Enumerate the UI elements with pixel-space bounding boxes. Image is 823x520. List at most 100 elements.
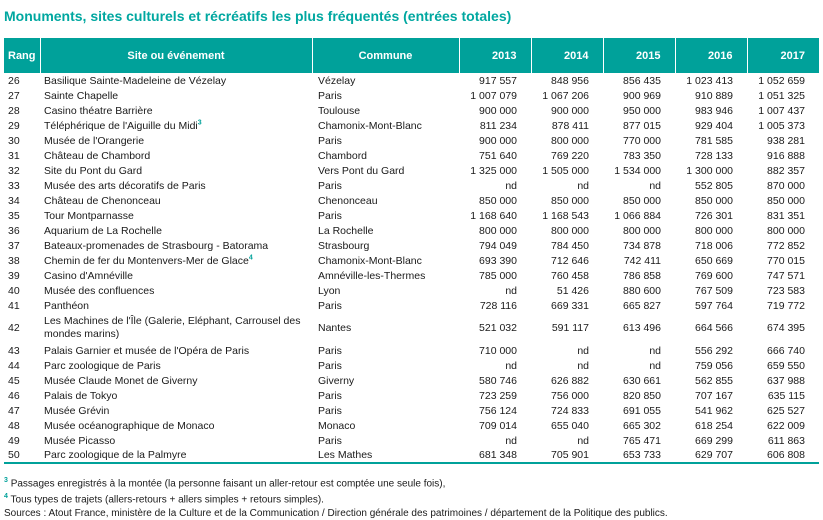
value-cell-2013: 1 168 640 bbox=[470, 209, 517, 222]
site-cell: Musée Picasso bbox=[40, 433, 312, 448]
value-cell-2013: 1 325 000 bbox=[470, 164, 517, 177]
table-row: 50 Parc zoologique de la Palmyre Les Mathe… bbox=[4, 448, 819, 464]
site-name: Casino théatre Barrière bbox=[44, 104, 153, 117]
site-name: Chemin de fer du Montenvers-Mer de Glace bbox=[44, 254, 249, 267]
header-row: Rang Site ou événement Commune 2013 2014… bbox=[4, 38, 819, 73]
commune-cell: Paris bbox=[318, 434, 342, 447]
site-name: Les Machines de l'Île (Galerie, Eléphant… bbox=[44, 315, 301, 340]
site-cell: Musée Claude Monet de Giverny bbox=[40, 373, 312, 388]
commune-cell: Chamonix-Mont-Blanc bbox=[318, 254, 422, 267]
footnotes: 3 Passages enregistrés à la montée (la p… bbox=[4, 474, 668, 520]
rank-cell: 49 bbox=[8, 434, 20, 447]
value-cell-2013: 709 014 bbox=[479, 419, 517, 432]
table-row: 27 Sainte Chapelle Paris 1 007 079 1 067 206… bbox=[4, 88, 819, 103]
site-cell: Casino d'Amnéville bbox=[40, 268, 312, 283]
value-cell-2016: 618 254 bbox=[695, 419, 733, 432]
value-cell-2017: 659 550 bbox=[767, 359, 805, 372]
table-row: 49 Musée Picasso Paris nd nd 765 471 669 299 61… bbox=[4, 433, 819, 448]
rank-cell: 43 bbox=[8, 344, 20, 357]
value-cell-2015: 665 302 bbox=[623, 419, 661, 432]
site-name: Musée océanographique de Monaco bbox=[44, 419, 215, 432]
site-cell: Tour Montparnasse bbox=[40, 208, 312, 223]
value-cell-2014: 705 901 bbox=[531, 448, 603, 464]
rank-cell: 36 bbox=[8, 224, 20, 237]
commune-cell: Strasbourg bbox=[318, 239, 370, 252]
site-cell: Chemin de fer du Montenvers-Mer de Glace… bbox=[40, 253, 312, 268]
site-name: Casino d'Amnéville bbox=[44, 269, 133, 282]
table-row: 33 Musée des arts décoratifs de Paris Pari… bbox=[4, 178, 819, 193]
value-cell-2015: 783 350 bbox=[623, 149, 661, 162]
rank-cell: 28 bbox=[8, 104, 20, 117]
sources-note: Sources : Atout France, ministère de la … bbox=[4, 507, 668, 519]
value-cell-2013: nd bbox=[505, 434, 517, 447]
rank-cell: 47 bbox=[8, 404, 20, 417]
site-cell: Casino théatre Barrière bbox=[40, 103, 312, 118]
value-cell-2014: 626 882 bbox=[551, 374, 589, 387]
value-cell-2017: 882 357 bbox=[767, 164, 805, 177]
site-cell: Parc zoologique de la Palmyre bbox=[40, 448, 312, 464]
site-name: Parc zoologique de la Palmyre bbox=[44, 449, 187, 461]
commune-cell: Chamonix-Mont-Blanc bbox=[318, 119, 422, 132]
value-cell-2016: 781 585 bbox=[695, 134, 733, 147]
rank-cell: 42 bbox=[8, 322, 20, 334]
footnote-mark: 4 bbox=[4, 493, 8, 501]
value-cell-2013: 681 348 bbox=[459, 448, 531, 464]
site-cell: Palais Garnier et musée de l'Opéra de Pa… bbox=[40, 343, 312, 358]
value-cell-2015: 820 850 bbox=[623, 389, 661, 402]
rank-cell: 27 bbox=[8, 89, 20, 102]
value-cell-2013: nd bbox=[505, 359, 517, 372]
rank-cell: 40 bbox=[8, 284, 20, 297]
rank-cell: 48 bbox=[8, 419, 20, 432]
value-cell-2015: 850 000 bbox=[623, 194, 661, 207]
value-cell-2017: 635 115 bbox=[767, 389, 805, 402]
table-row: 40 Musée des confluences Lyon nd 51 426 880 6… bbox=[4, 283, 819, 298]
site-name: Site du Pont du Gard bbox=[44, 164, 143, 177]
value-cell-2015: 877 015 bbox=[623, 119, 661, 132]
value-cell-2015: 734 878 bbox=[623, 239, 661, 252]
value-cell-2014: 756 000 bbox=[551, 389, 589, 402]
value-cell-2016: 669 299 bbox=[695, 434, 733, 447]
site-name: Musée Picasso bbox=[44, 434, 116, 447]
value-cell-2014: 900 000 bbox=[551, 104, 589, 117]
table-row: 41 Panthéon Paris 728 116 669 331 665 827 597 … bbox=[4, 298, 819, 313]
site-name: Basilique Sainte-Madeleine de Vézelay bbox=[44, 74, 227, 87]
site-cell: Château de Chambord bbox=[40, 148, 312, 163]
rank-cell: 34 bbox=[8, 194, 20, 207]
rank-cell: 50 bbox=[4, 448, 40, 464]
site-name: Musée Grévin bbox=[44, 404, 110, 417]
value-cell-2014: 51 426 bbox=[556, 284, 589, 297]
value-cell-2014: nd bbox=[577, 344, 589, 357]
table-row: 43 Palais Garnier et musée de l'Opéra de … bbox=[4, 343, 819, 358]
value-cell-2014: 669 331 bbox=[551, 299, 589, 312]
site-name: Bateaux-promenades de Strasbourg - Bator… bbox=[44, 239, 269, 252]
table-body: 26 Basilique Sainte-Madeleine de Vézelay V… bbox=[4, 73, 819, 464]
commune-cell: Paris bbox=[318, 389, 342, 402]
value-cell-2016: 800 000 bbox=[695, 224, 733, 237]
page-title: Monuments, sites culturels et récréatifs… bbox=[4, 8, 512, 24]
value-cell-2015: 800 000 bbox=[623, 224, 661, 237]
value-cell-2014: 800 000 bbox=[551, 224, 589, 237]
rank-cell: 30 bbox=[8, 134, 20, 147]
value-cell-2016: 562 855 bbox=[695, 374, 733, 387]
commune-cell: Paris bbox=[318, 344, 342, 357]
value-cell-2013: 756 124 bbox=[479, 404, 517, 417]
table-row: 31 Château de Chambord Chambord 751 640 769 … bbox=[4, 148, 819, 163]
site-cell: Les Machines de l'Île (Galerie, Eléphant… bbox=[40, 313, 312, 343]
table-row: 29 Téléphérique de l'Aiguille du Midi3 Cha… bbox=[4, 118, 819, 133]
value-cell-2015: 653 733 bbox=[603, 448, 675, 464]
value-cell-2015: 1 066 884 bbox=[614, 209, 661, 222]
commune-cell: Paris bbox=[318, 359, 342, 372]
commune-cell: Paris bbox=[318, 404, 342, 417]
value-cell-2013: 800 000 bbox=[479, 224, 517, 237]
site-cell: Musée des arts décoratifs de Paris bbox=[40, 178, 312, 193]
table-row: 36 Aquarium de La Rochelle La Rochelle 800 … bbox=[4, 223, 819, 238]
commune-cell: Chenonceau bbox=[318, 194, 378, 207]
rank-cell: 41 bbox=[8, 299, 20, 312]
value-cell-2014: 769 220 bbox=[551, 149, 589, 162]
value-cell-2014: 1 505 000 bbox=[542, 164, 589, 177]
value-cell-2017: 772 852 bbox=[767, 239, 805, 252]
value-cell-2015: 765 471 bbox=[623, 434, 661, 447]
value-cell-2014: nd bbox=[577, 359, 589, 372]
value-cell-2015: 786 858 bbox=[623, 269, 661, 282]
footnote-4: 4 Tous types de trajets (allers-retours … bbox=[4, 490, 668, 506]
